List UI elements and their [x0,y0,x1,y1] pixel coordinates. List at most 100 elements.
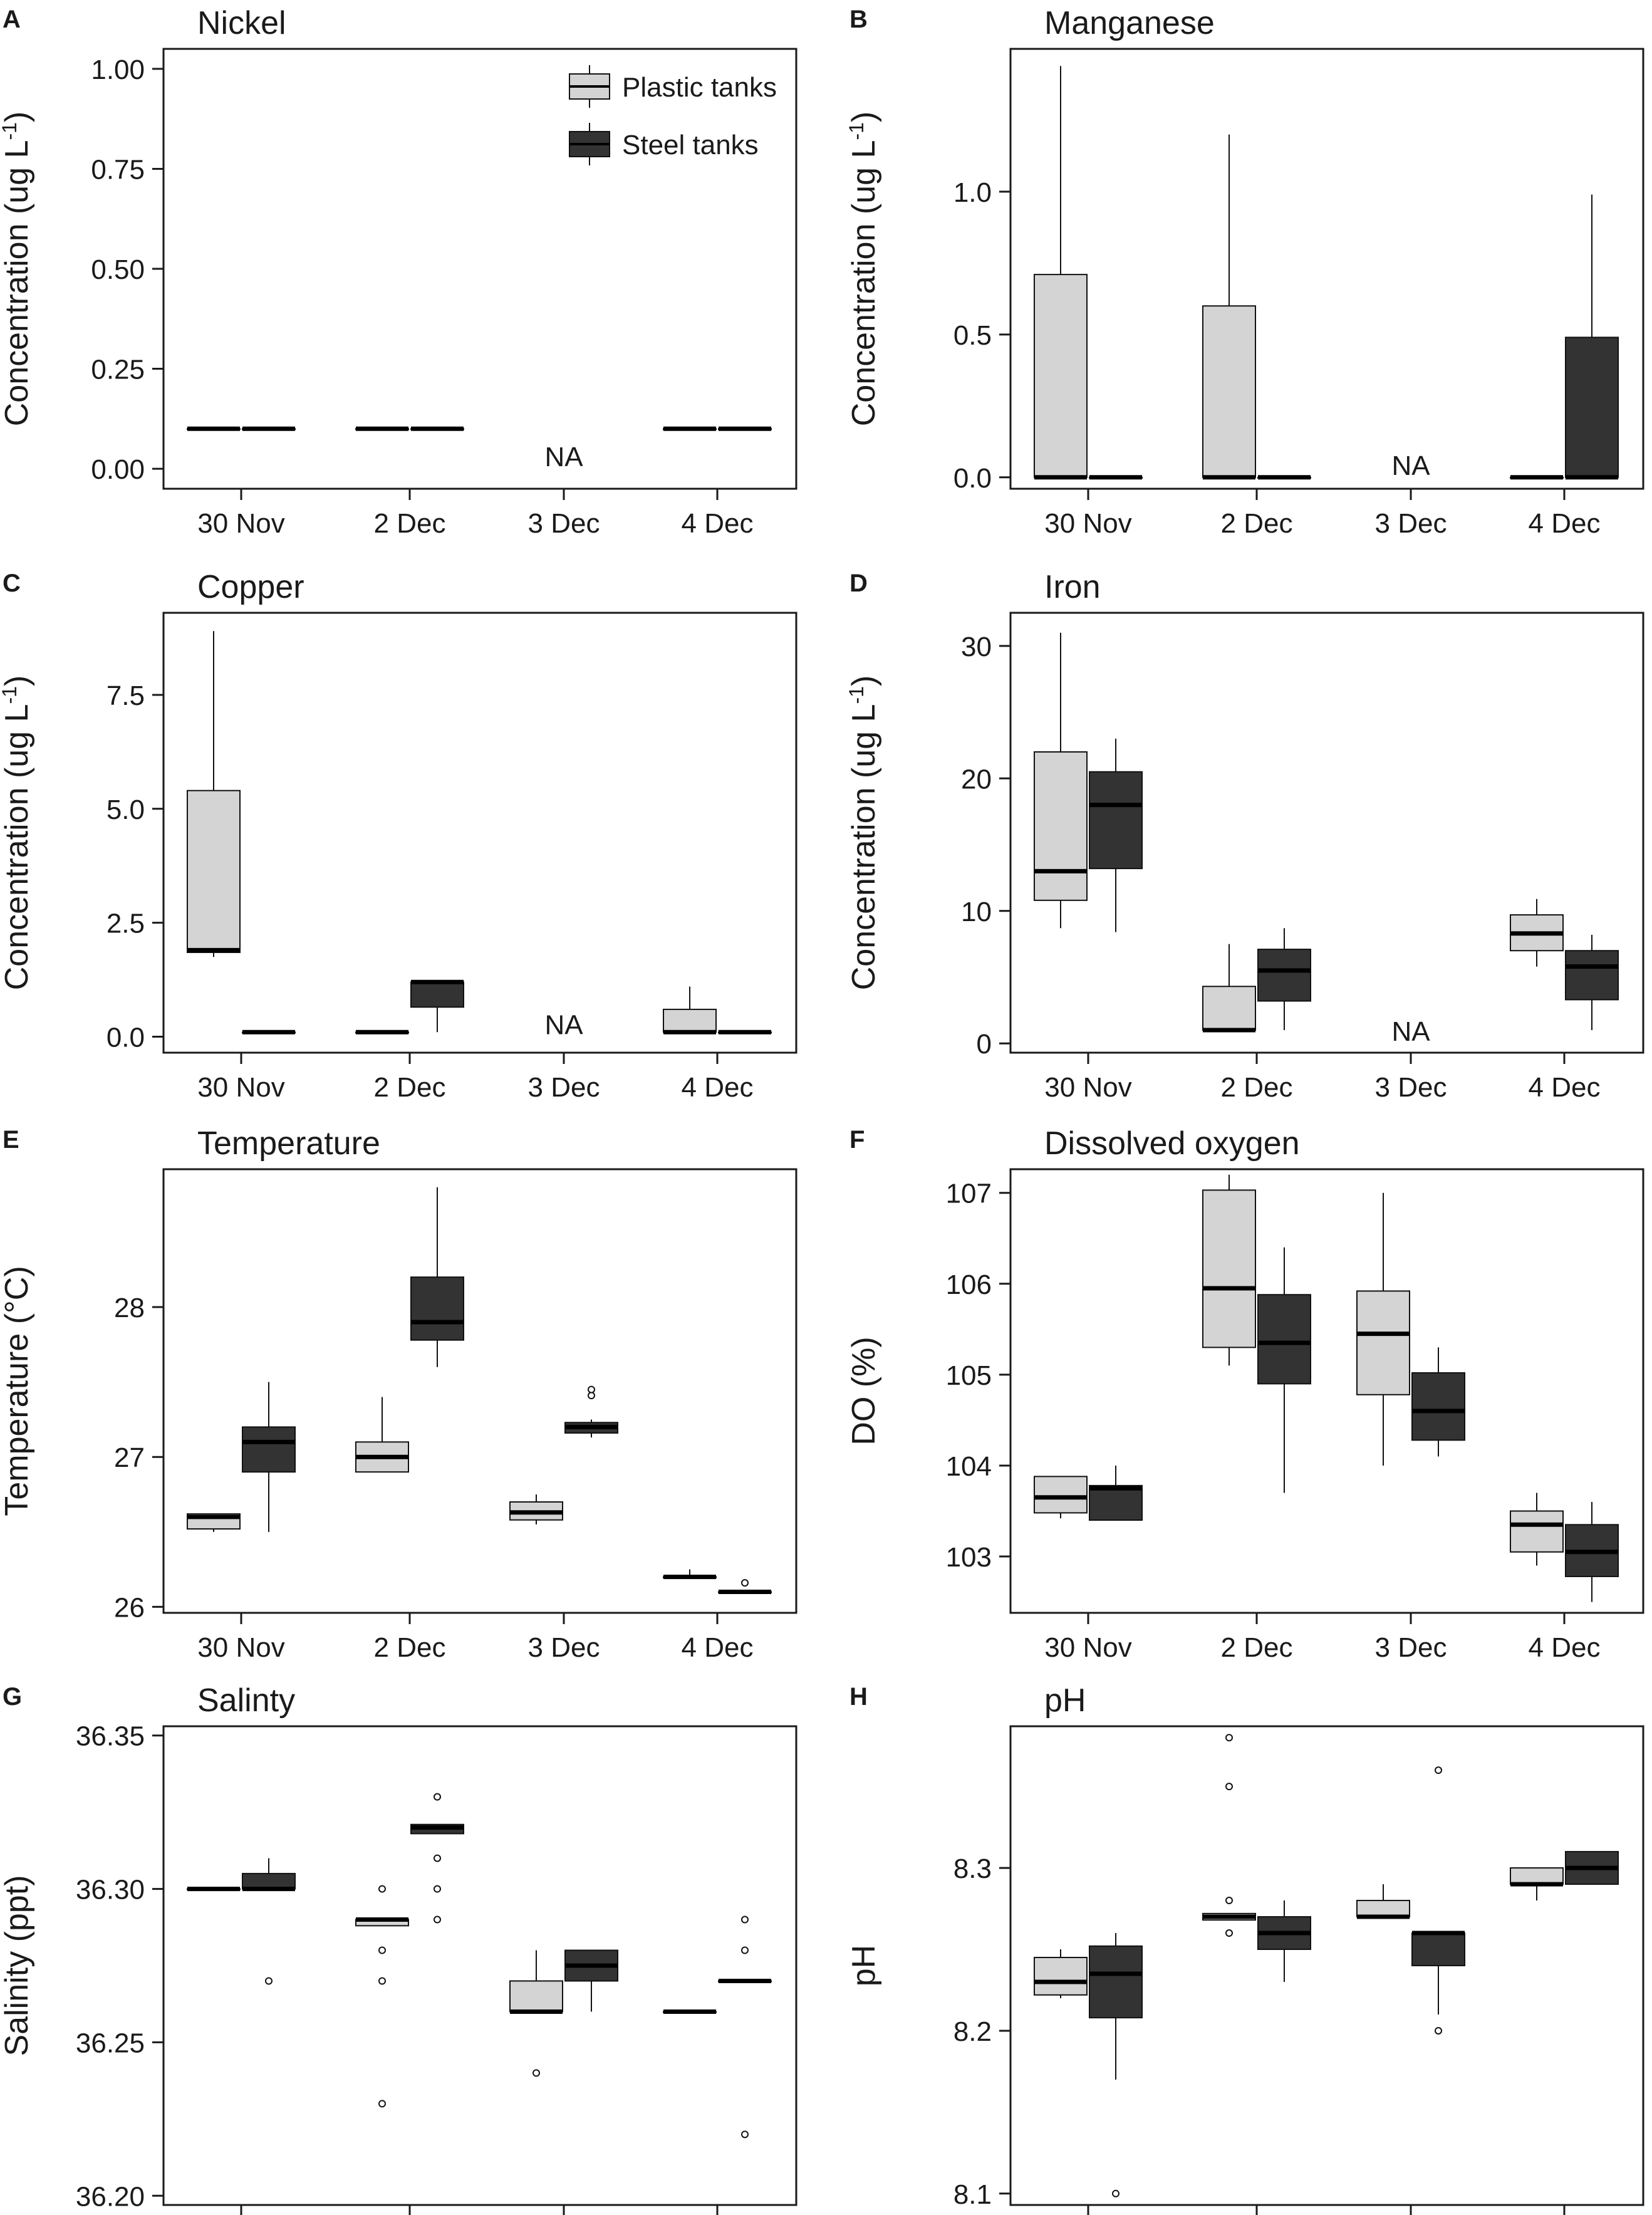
x-tick-label: 3 Dec [1375,508,1447,539]
x-tick-label: 4 Dec [682,508,754,539]
outlier-point [741,1579,749,1587]
outlier-point [378,1977,386,1985]
x-tick-label: 3 Dec [1375,1632,1447,1663]
series-steel [1089,1247,1619,1602]
y-tick-label: 0.00 [91,454,145,485]
box-iqr [1510,1510,1564,1553]
panel-letter: B [849,6,868,33]
box-iqr [1034,274,1088,478]
box-3-dec [509,1950,563,2077]
x-tick-label: 30 Nov [197,508,284,539]
x-tick-label: 2 Dec [1221,508,1293,539]
plot-frame [1009,612,1644,1054]
box-30-nov [187,631,241,957]
box-2-dec [1257,1900,1311,1982]
box-iqr [1565,950,1619,1001]
y-tick-label: 0 [977,1029,992,1060]
y-tick-label: 104 [946,1451,992,1482]
outlier-point [378,1946,386,1954]
box-iqr [663,1008,717,1033]
box-30-nov [1089,1465,1143,1521]
outlier-point [741,1946,749,1954]
na-label: NA [1391,1016,1430,1047]
box-4-dec [663,1569,717,1580]
x-tick-label: 2 Dec [374,508,446,539]
panel-title: Salinty [197,1682,295,1719]
y-tick-label: 36.20 [76,2181,145,2212]
x-tick-label: 4 Dec [1529,1072,1601,1103]
plot-frame [162,612,797,1054]
box-30-nov [187,1513,241,1532]
box-4-dec [1565,934,1619,1031]
plot-frame [1009,48,1644,490]
panel-title: Temperature [197,1125,380,1162]
box-2-dec [410,979,464,1033]
outlier-point [1225,1734,1233,1742]
panel-letter: A [3,6,21,33]
box-iqr [242,1873,296,1890]
y-tick-label: 2.5 [106,909,145,939]
box-2-dec [1257,928,1311,1031]
box-4-dec [718,1579,772,1595]
box-2-dec [355,1885,409,2108]
series-steel [1089,1766,1619,2197]
legend-label: Steel tanks [622,130,759,160]
panel-d: D Iron 0 10 20 30 Concentration (ug L-1) 30 Nov… [845,569,1644,1103]
box-iqr [1257,1294,1311,1385]
y-tick-label: 20 [961,764,992,795]
x-tick-label: 2 Dec [374,1072,446,1103]
y-tick-label: 7.5 [106,680,145,711]
na-label: NA [1391,451,1430,481]
box-30-nov [1034,1476,1088,1519]
outlier-point [588,1385,595,1394]
outlier-point [434,1854,441,1862]
box-iqr [1411,1932,1465,1966]
box-2-dec [1202,1734,1256,1937]
panel-c: C Copper 0.0 2.5 5.0 7.5 Concentration (ug L-1… [0,569,797,1103]
x-tick-label: 4 Dec [682,1632,754,1663]
box-3-dec [564,1385,618,1438]
box-2-dec [410,1793,464,1924]
box-2-dec [1202,944,1256,1033]
box-30-nov [1089,475,1143,480]
box-3-dec [1356,1192,1410,1466]
x-tick-label: 30 Nov [1044,1632,1131,1663]
na-label: NA [544,442,583,472]
y-axis-label: Concentration (ug L-1) [0,112,35,427]
y-tick-label: 36.25 [76,2028,145,2058]
outlier-point [1435,1766,1442,1775]
outlier-point [1225,1897,1233,1905]
series-plastic [1034,1734,1564,1998]
box-4-dec [1565,194,1619,480]
y-tick-label: 0.25 [91,355,145,385]
outlier-point [741,1915,749,1924]
box-iqr [1202,1189,1256,1348]
box-30-nov [242,1382,296,1532]
panel-letter: G [3,1683,22,1711]
y-tick-label: 26 [114,1592,145,1623]
box-4-dec [718,1029,772,1035]
x-tick-label: 3 Dec [1375,1072,1447,1103]
box-4-dec [663,2009,717,2014]
panel-f: F Dissolved oxygen 103 104 105 106 107 DO (%) 30… [846,1125,1644,1663]
box-iqr [1034,751,1088,901]
outlier-point [434,1915,441,1924]
y-tick-label: 103 [946,1542,992,1573]
series-steel [1089,194,1619,480]
plot-frame [162,1168,797,1614]
box-2-dec [1257,475,1311,480]
panel-title: Copper [197,569,304,605]
na-label: NA [544,1010,583,1041]
panel-letter: F [849,1126,865,1154]
box-iqr [187,790,241,953]
x-tick-label: 4 Dec [1529,1632,1601,1663]
box-3-dec [564,1949,618,2012]
panel-b: B Manganese 0.0 0.5 1.0 Concentration (ug L-1… [845,5,1644,539]
series-plastic [187,631,717,1035]
outlier-point [434,1885,441,1893]
box-3-dec [509,1494,563,1524]
box-30-nov [1089,738,1143,932]
